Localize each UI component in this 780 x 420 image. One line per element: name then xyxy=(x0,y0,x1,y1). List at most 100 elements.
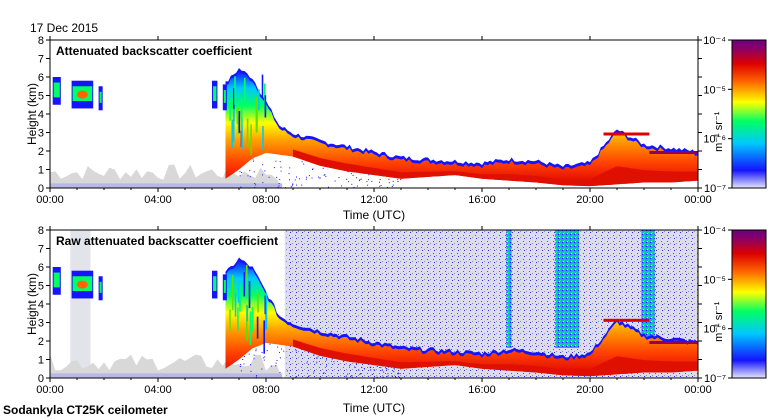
cloud-streak xyxy=(237,284,240,303)
aloft-cloud xyxy=(223,279,226,293)
speckle xyxy=(370,369,372,371)
speckle xyxy=(279,179,281,181)
elevated-layer xyxy=(649,341,698,344)
speckle xyxy=(296,176,297,178)
speckle xyxy=(279,357,281,359)
speckle xyxy=(306,176,308,178)
panel-title: Raw attenuated backscatter coefficient xyxy=(56,234,278,248)
speckle xyxy=(363,368,365,369)
speckle xyxy=(387,375,389,377)
elevated-layer xyxy=(603,132,650,136)
cloud-streak xyxy=(232,108,235,142)
cloud-streak xyxy=(255,96,258,133)
speckle xyxy=(359,179,361,181)
speckle xyxy=(385,368,387,369)
cloud-streak xyxy=(246,304,248,341)
speckle xyxy=(361,366,363,368)
cloud-streak xyxy=(246,278,248,300)
speckle xyxy=(253,160,254,162)
speckle xyxy=(242,359,244,360)
colorbar-tick-label: 10⁻⁴ xyxy=(703,35,726,47)
cloud-streak xyxy=(246,118,249,148)
speckle xyxy=(356,177,357,179)
cloud-streak xyxy=(238,111,241,133)
y-tick-label: 6 xyxy=(38,262,44,274)
noise-column xyxy=(506,230,512,348)
speckle xyxy=(316,361,318,363)
speckle xyxy=(262,164,264,166)
speckle xyxy=(312,169,313,170)
speckle xyxy=(391,186,393,188)
speckle xyxy=(291,185,293,187)
speckle xyxy=(261,174,263,176)
speckle xyxy=(358,369,360,371)
speckle xyxy=(387,186,388,188)
surface-layer xyxy=(50,373,283,378)
speckle xyxy=(371,180,373,182)
speckle xyxy=(358,180,360,182)
cloud-streak xyxy=(229,99,231,121)
speckle xyxy=(249,170,251,172)
speckle xyxy=(250,364,252,366)
speckle xyxy=(253,354,255,356)
speckle xyxy=(347,171,349,173)
speckle xyxy=(393,368,395,369)
speckle xyxy=(275,160,277,162)
colorbar-tick-label: 10⁻⁵ xyxy=(703,84,726,96)
y-tick-label: 8 xyxy=(38,35,44,47)
aloft-cloud xyxy=(213,276,217,292)
speckle xyxy=(280,166,282,168)
speckle xyxy=(341,185,343,187)
speckle xyxy=(289,167,291,169)
speckle xyxy=(349,365,351,367)
cloud-streak xyxy=(264,95,267,118)
x-tick-label: 04:00 xyxy=(144,384,172,396)
speckle xyxy=(393,371,395,373)
speckle xyxy=(306,362,308,364)
speckle xyxy=(350,173,352,175)
x-tick-label: 12:00 xyxy=(360,384,388,396)
speckle xyxy=(319,177,321,179)
speckle xyxy=(325,175,327,177)
speckle xyxy=(281,348,282,350)
cloud-streak xyxy=(265,293,268,330)
speckle xyxy=(286,370,288,372)
y-tick-label: 0 xyxy=(38,373,44,385)
speckle xyxy=(239,366,241,367)
speckle xyxy=(240,370,242,372)
colorbar-tick-label: 10⁻⁶ xyxy=(703,324,726,336)
colorbar-top: 10⁻⁴ 10⁻⁵ 10⁻⁶ 10⁻⁷ m⁻¹ sr⁻¹ xyxy=(703,35,767,195)
speckle xyxy=(356,185,358,187)
cloud-streak xyxy=(240,98,243,126)
speckle xyxy=(368,174,370,176)
speckle xyxy=(292,183,294,185)
y-tick-label: 1 xyxy=(38,165,44,177)
speckle xyxy=(351,183,353,185)
speckle xyxy=(306,376,308,378)
aloft-cloud xyxy=(223,89,226,103)
y-axis-label: Height (km) xyxy=(25,83,39,145)
cloud-band xyxy=(225,71,698,187)
speckle xyxy=(264,356,266,358)
cloud-streak xyxy=(229,309,231,331)
speckle xyxy=(298,374,299,376)
speckle xyxy=(263,359,265,361)
speckle xyxy=(392,180,394,182)
x-tick-label: 04:00 xyxy=(144,194,172,206)
noise-column xyxy=(641,230,655,348)
speckle xyxy=(379,179,381,181)
x-axis-label: Time (UTC) xyxy=(343,401,405,415)
speckle xyxy=(248,353,250,355)
speckle xyxy=(264,170,266,172)
y-tick-label: 3 xyxy=(38,128,44,140)
speckle xyxy=(386,368,388,370)
speckle xyxy=(303,163,305,165)
cloud-streak xyxy=(237,108,240,135)
speckle xyxy=(343,360,345,362)
speckle xyxy=(380,367,382,369)
cloud-streak xyxy=(248,281,251,309)
speckle xyxy=(262,357,264,359)
cloud-streak xyxy=(264,295,267,315)
speckle xyxy=(322,373,324,374)
cloud-streak xyxy=(262,126,264,150)
